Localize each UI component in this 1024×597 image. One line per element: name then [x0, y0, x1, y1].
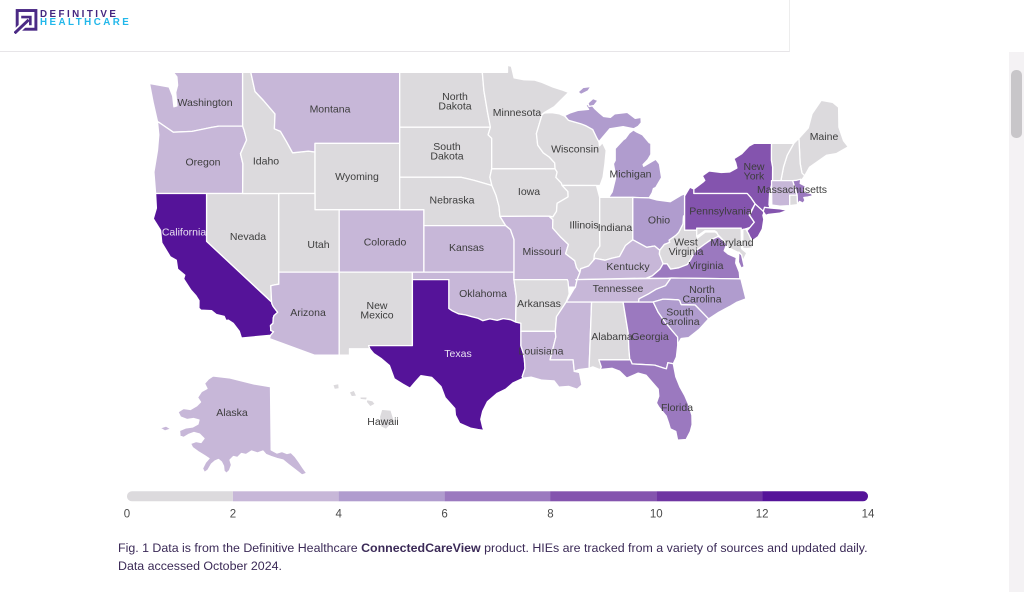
svg-text:Maine: Maine — [810, 131, 839, 143]
svg-text:South: South — [433, 141, 461, 153]
svg-text:0: 0 — [124, 508, 130, 520]
svg-text:North: North — [442, 91, 468, 103]
svg-text:6: 6 — [441, 508, 447, 520]
svg-text:10: 10 — [650, 508, 663, 520]
svg-text:Washington: Washington — [177, 97, 232, 109]
svg-text:Oregon: Oregon — [185, 157, 220, 169]
svg-text:Virginia: Virginia — [689, 260, 724, 272]
svg-text:York: York — [744, 171, 765, 183]
svg-text:Arkansas: Arkansas — [517, 298, 561, 310]
svg-text:Hawaii: Hawaii — [367, 416, 399, 428]
svg-text:Massachusetts: Massachusetts — [757, 184, 827, 196]
svg-text:Colorado: Colorado — [364, 237, 407, 249]
svg-text:West: West — [674, 237, 698, 249]
svg-text:Illinois: Illinois — [569, 220, 598, 232]
svg-text:14: 14 — [862, 508, 875, 520]
svg-text:Pennsylvania: Pennsylvania — [689, 206, 752, 218]
svg-text:Oklahoma: Oklahoma — [459, 288, 507, 300]
svg-text:New: New — [366, 300, 387, 312]
svg-text:Utah: Utah — [307, 239, 329, 251]
svg-text:Michigan: Michigan — [609, 169, 651, 181]
svg-text:Nebraska: Nebraska — [430, 195, 475, 207]
svg-text:Idaho: Idaho — [253, 156, 279, 168]
svg-text:Montana: Montana — [310, 104, 351, 116]
svg-text:Carolina: Carolina — [660, 316, 699, 328]
svg-text:Carolina: Carolina — [682, 294, 721, 306]
svg-text:Mexico: Mexico — [360, 310, 393, 322]
svg-text:Kentucky: Kentucky — [606, 261, 650, 273]
svg-text:Missouri: Missouri — [522, 246, 561, 258]
svg-text:Florida: Florida — [661, 402, 693, 414]
svg-text:Louisiana: Louisiana — [519, 346, 564, 358]
svg-text:Maryland: Maryland — [710, 237, 753, 249]
svg-text:Texas: Texas — [444, 348, 471, 360]
svg-text:Nevada: Nevada — [230, 231, 266, 243]
svg-text:South: South — [666, 307, 694, 319]
svg-text:Minnesota: Minnesota — [493, 107, 542, 119]
svg-text:Arizona: Arizona — [290, 307, 326, 319]
svg-text:Dakota: Dakota — [438, 101, 471, 113]
svg-text:Ohio: Ohio — [648, 215, 670, 227]
svg-text:Iowa: Iowa — [518, 186, 540, 198]
svg-text:8: 8 — [547, 508, 553, 520]
svg-text:Wisconsin: Wisconsin — [551, 144, 599, 156]
svg-text:Indiana: Indiana — [598, 222, 633, 234]
svg-text:Virginia: Virginia — [669, 246, 704, 258]
svg-text:North: North — [689, 284, 715, 296]
svg-text:New: New — [743, 161, 764, 173]
svg-text:4: 4 — [335, 508, 342, 520]
svg-text:California: California — [162, 227, 207, 239]
svg-text:Tennessee: Tennessee — [593, 283, 644, 295]
svg-text:Dakota: Dakota — [430, 151, 463, 163]
svg-text:Alaska: Alaska — [216, 407, 248, 419]
svg-text:Georgia: Georgia — [631, 331, 669, 343]
svg-text:Wyoming: Wyoming — [335, 171, 379, 183]
svg-text:2: 2 — [230, 508, 236, 520]
svg-text:Alabama: Alabama — [591, 331, 633, 343]
svg-text:Kansas: Kansas — [449, 242, 484, 254]
svg-text:12: 12 — [756, 508, 769, 520]
